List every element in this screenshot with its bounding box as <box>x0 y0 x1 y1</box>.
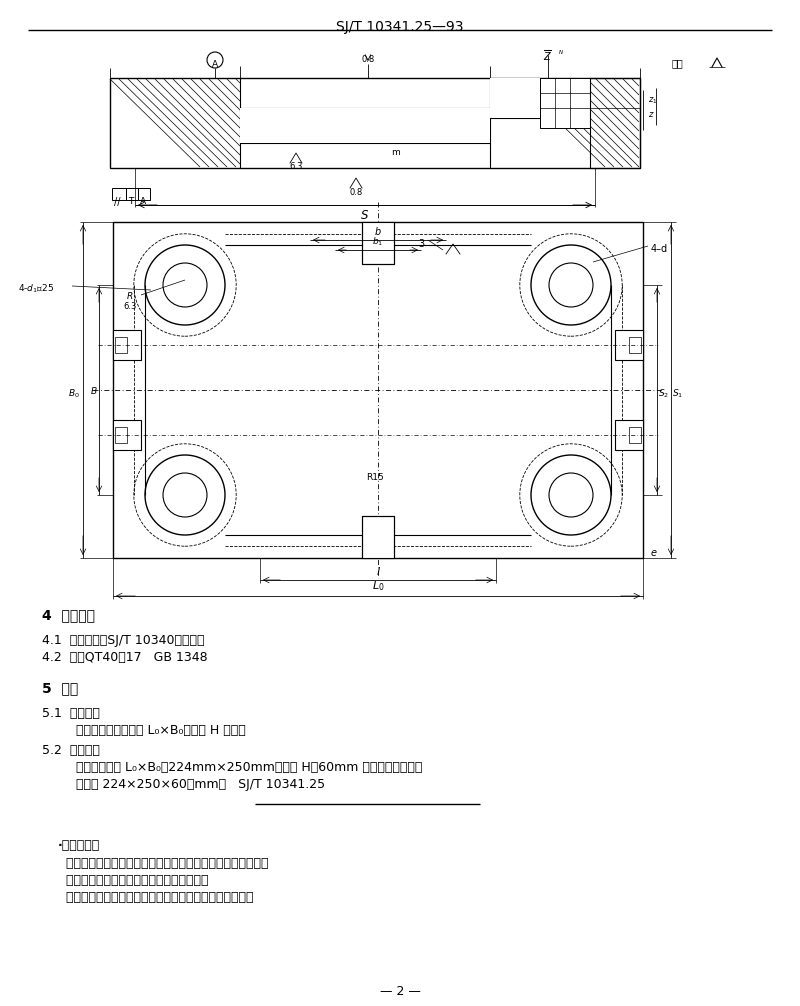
Text: 0.8: 0.8 <box>350 188 362 197</box>
Text: 上模座 224×250×60（mm）   SJ/T 10341.25: 上模座 224×250×60（mm） SJ/T 10341.25 <box>60 778 325 791</box>
Bar <box>126 188 138 200</box>
Bar <box>590 78 640 168</box>
Bar <box>629 427 641 443</box>
Bar <box>112 188 126 200</box>
Text: $z_1$: $z_1$ <box>648 95 658 106</box>
Text: m: m <box>390 148 399 157</box>
Text: $_{N}$: $_{N}$ <box>558 48 564 57</box>
Text: //: // <box>114 197 121 207</box>
Text: 0.8: 0.8 <box>362 55 374 64</box>
Text: $S_2$: $S_2$ <box>658 387 669 399</box>
Text: 4.1  技术条件按SJ/T 10340的规定。: 4.1 技术条件按SJ/T 10340的规定。 <box>42 634 205 647</box>
Text: 6.3: 6.3 <box>123 302 136 311</box>
Text: 6.3: 6.3 <box>290 162 302 171</box>
Text: 其余: 其余 <box>672 58 684 68</box>
Text: S: S <box>362 209 369 222</box>
Text: $B_0$: $B_0$ <box>68 387 80 399</box>
Text: 本标准由国营七三三厂、电子部标准化研究所负责起草。: 本标准由国营七三三厂、电子部标准化研究所负责起草。 <box>58 891 254 904</box>
Bar <box>629 337 641 353</box>
Text: 本标准由全国模具标准化技术委员会弄口。: 本标准由全国模具标准化技术委员会弄口。 <box>58 874 209 887</box>
Bar <box>362 516 394 558</box>
Text: 标记由模架工作范围 L₀×B₀，厚度 H 表示。: 标记由模架工作范围 L₀×B₀，厚度 H 表示。 <box>60 724 246 737</box>
Text: 3: 3 <box>418 239 424 249</box>
Text: 4  技术要求: 4 技术要求 <box>42 608 95 622</box>
Text: $z$: $z$ <box>648 110 654 119</box>
Bar <box>115 427 127 443</box>
Text: e: e <box>651 548 657 558</box>
Text: T: T <box>128 197 134 206</box>
Bar <box>113 420 141 450</box>
Bar <box>138 188 150 200</box>
Text: A: A <box>212 59 218 68</box>
Text: $S_1$: $S_1$ <box>672 387 683 399</box>
Bar <box>362 222 394 264</box>
Text: 本标准由中华人民共和国电子工业部科技与质量监督司提出。: 本标准由中华人民共和国电子工业部科技与质量监督司提出。 <box>58 857 269 870</box>
Bar <box>115 337 127 353</box>
Bar <box>113 330 141 360</box>
Text: 4-$d_1$深25: 4-$d_1$深25 <box>18 282 54 295</box>
Text: 模架工作范围 L₀×B₀＝224mm×250mm，厚度 H＝60mm 的四导柱上模座；: 模架工作范围 L₀×B₀＝224mm×250mm，厚度 H＝60mm 的四导柱上… <box>60 761 422 774</box>
Bar <box>540 78 590 128</box>
Text: 5.2  标记示例: 5.2 标记示例 <box>42 744 100 757</box>
Text: b: b <box>375 227 381 237</box>
Text: l: l <box>377 567 379 577</box>
Text: $b_1$: $b_1$ <box>372 235 384 248</box>
Text: 4.2  材料QT40－17   GB 1348: 4.2 材料QT40－17 GB 1348 <box>42 651 208 664</box>
Text: — 2 —: — 2 — <box>379 985 421 998</box>
Bar <box>615 420 643 450</box>
Text: 5  标记: 5 标记 <box>42 681 78 695</box>
Bar <box>615 330 643 360</box>
Text: SJ/T 10341.25—93: SJ/T 10341.25—93 <box>336 20 464 34</box>
Bar <box>110 78 640 168</box>
Bar <box>113 222 643 558</box>
Bar <box>490 78 540 118</box>
Text: 5.1  标记方法: 5.1 标记方法 <box>42 707 100 720</box>
Text: A: A <box>140 197 146 206</box>
Text: 4–d: 4–d <box>651 244 668 254</box>
Text: R15: R15 <box>366 473 384 482</box>
Text: B: B <box>91 387 97 396</box>
Text: $L_0$: $L_0$ <box>372 579 384 593</box>
Text: $\overline{Z}$: $\overline{Z}$ <box>543 48 553 62</box>
Text: R: R <box>127 292 134 301</box>
Bar <box>240 108 490 143</box>
Text: ·附加说明：: ·附加说明： <box>58 839 100 852</box>
